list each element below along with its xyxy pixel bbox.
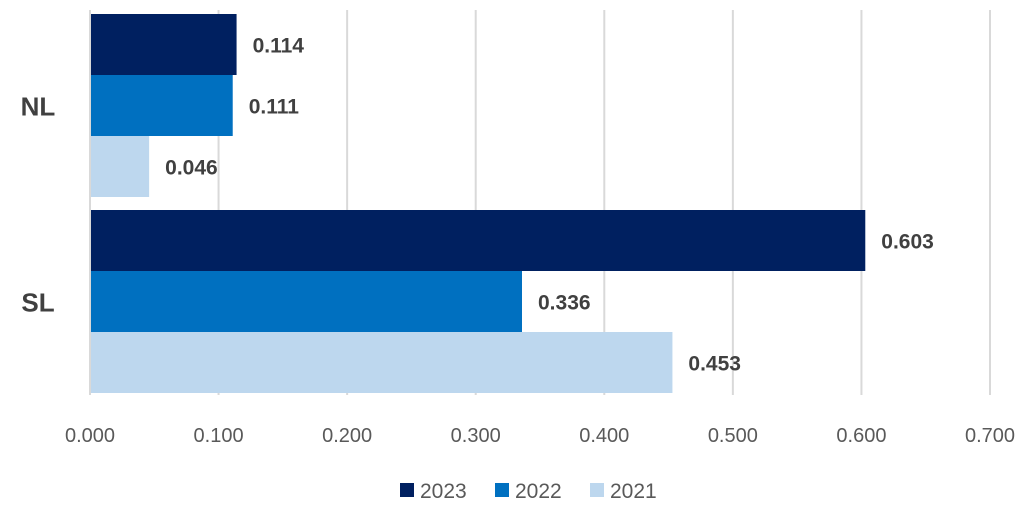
x-tick-label: 0.400 — [579, 425, 629, 447]
x-tick-label: 0.100 — [194, 425, 244, 447]
legend-swatch-2022 — [495, 483, 509, 497]
axes: 0.000 0.100 0.200 0.300 0.400 0.500 0.600 0.700… — [21, 10, 1015, 447]
data-label: 0.336 — [538, 292, 591, 315]
category-label-nl: NL — [21, 92, 56, 122]
bar-sl-2023 — [90, 210, 866, 271]
data-labels: 0.114 0.111 0.046 0.603 0.336 0.453 — [165, 35, 934, 376]
legend-label-2021: 2021 — [610, 480, 657, 502]
bar-nl-2023 — [90, 14, 237, 75]
legend-label-2022: 2022 — [515, 480, 562, 502]
bar-nl-2021 — [90, 136, 150, 197]
x-tick-label: 0.700 — [965, 425, 1015, 447]
data-label: 0.114 — [253, 35, 305, 58]
x-tick-label: 0.200 — [322, 425, 372, 447]
data-label: 0.603 — [881, 231, 934, 254]
legend-swatch-2021 — [590, 483, 604, 497]
data-label: 0.453 — [688, 353, 741, 376]
legend: 2023 2022 2021 — [400, 480, 657, 503]
category-label-sl: SL — [21, 288, 54, 318]
bars — [90, 14, 866, 393]
legend-label-2023: 2023 — [420, 480, 467, 502]
x-tick-label: 0.600 — [836, 425, 886, 447]
bar-sl-2021 — [90, 332, 673, 393]
gridlines — [217, 10, 991, 395]
data-label: 0.046 — [165, 157, 218, 180]
bar-sl-2022 — [90, 271, 522, 332]
legend-swatch-2023 — [400, 483, 414, 497]
x-tick-label: 0.000 — [65, 425, 115, 447]
bar-nl-2022 — [90, 75, 233, 136]
x-tick-label: 0.500 — [708, 425, 758, 447]
data-label: 0.111 — [249, 96, 300, 119]
x-tick-label: 0.300 — [451, 425, 501, 447]
